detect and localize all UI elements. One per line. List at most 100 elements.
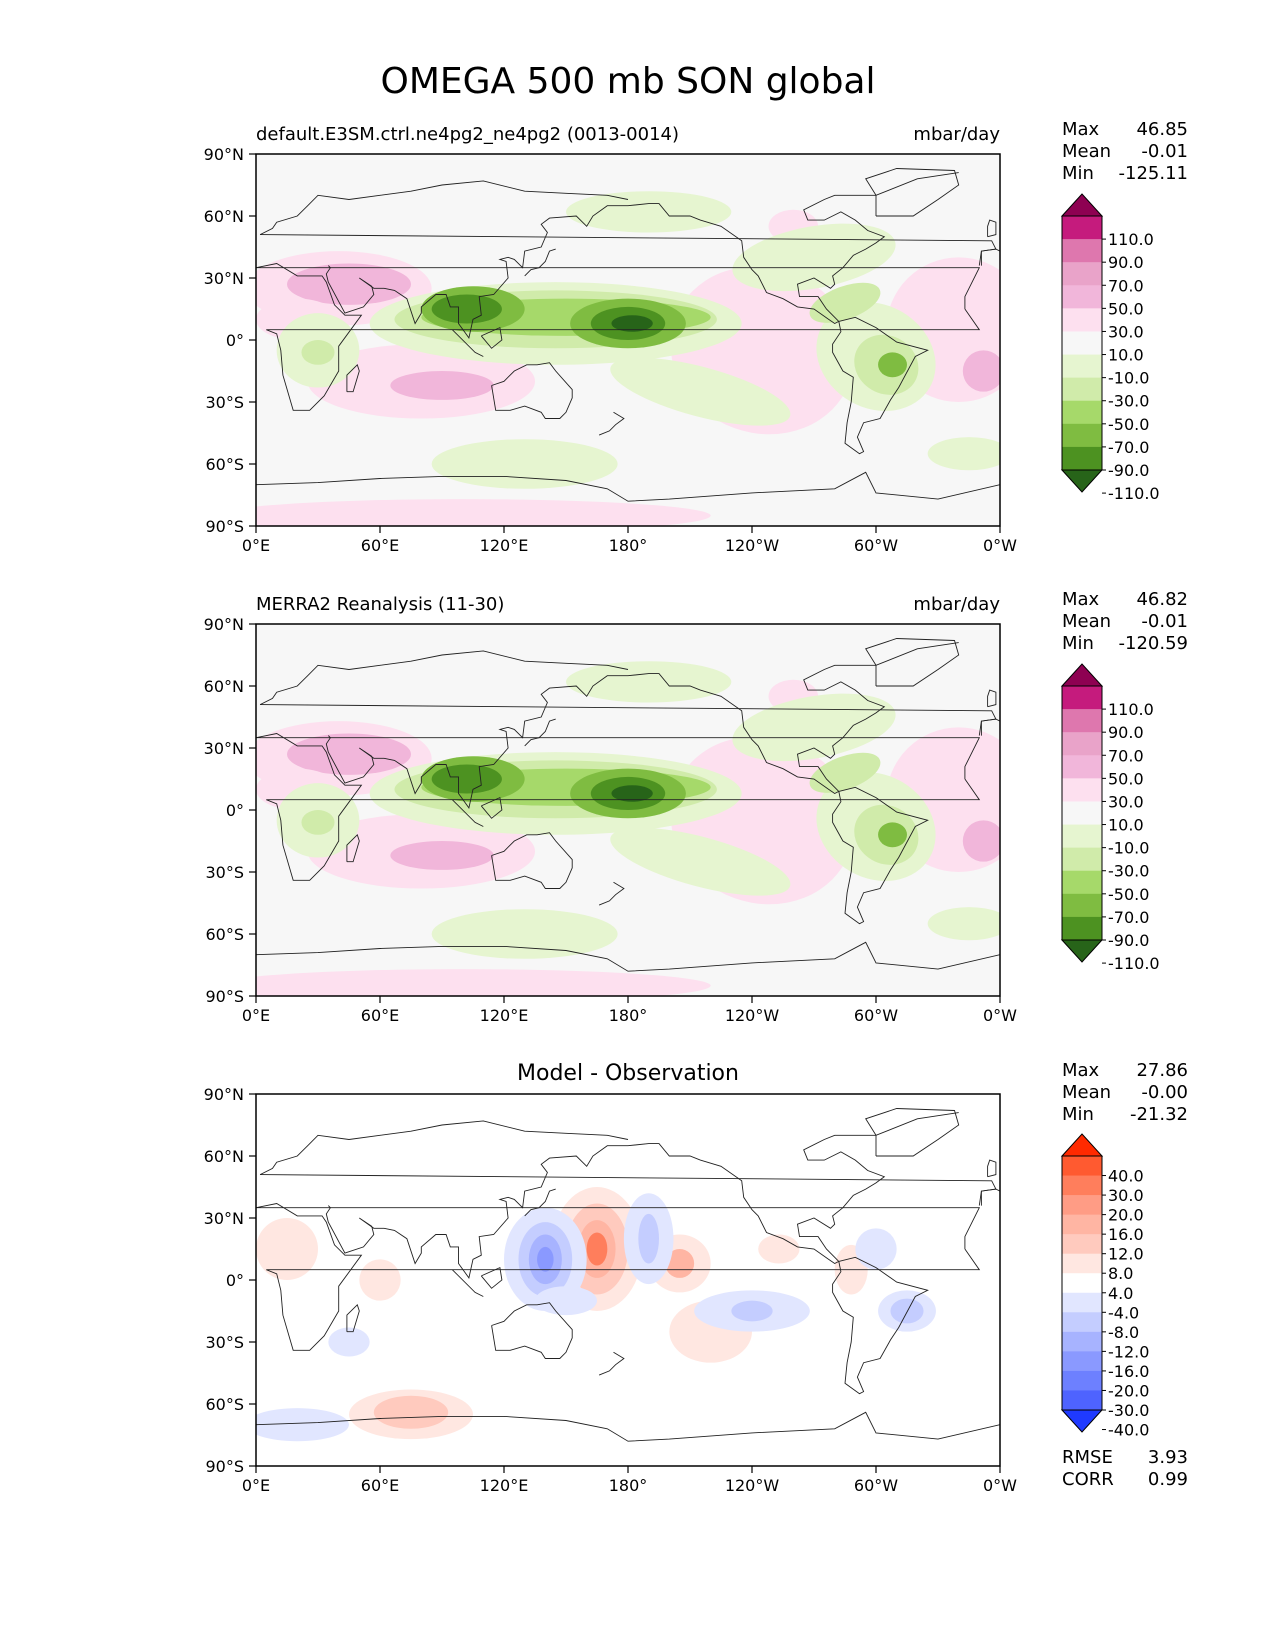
coastline bbox=[832, 786, 929, 925]
rmse-value: 3.93 bbox=[1148, 1447, 1188, 1468]
coastline bbox=[491, 832, 573, 889]
contour-region bbox=[809, 282, 881, 323]
colorbar-label: -12.0 bbox=[1108, 1342, 1149, 1361]
colorbar-label: 30.0 bbox=[1108, 322, 1144, 341]
stat-min-value: -21.32 bbox=[1130, 1104, 1188, 1125]
colorbar-label: 8.0 bbox=[1108, 1264, 1133, 1283]
colorbar-label: 12.0 bbox=[1108, 1245, 1144, 1264]
x-axis: 0°E 60°E 120°E 180° 120°W 60°W 0°W bbox=[242, 996, 1017, 1025]
x-tick-label: 0°E bbox=[242, 1006, 270, 1025]
coastline bbox=[980, 248, 1000, 266]
colorbar-label: -16.0 bbox=[1108, 1362, 1149, 1381]
x-tick-label: 0°W bbox=[983, 536, 1017, 555]
stat-max-label: Max bbox=[1062, 119, 1100, 140]
x-tick-label: 60°W bbox=[854, 536, 898, 555]
contour-region bbox=[611, 315, 653, 332]
colorbar-swatch bbox=[1062, 1234, 1102, 1255]
y-tick-label: 60°S bbox=[205, 925, 244, 944]
panel-difference: Model - Observation 0°E 60°E 120°E 180° 120°… bbox=[204, 1060, 1188, 1495]
colorbar-swatch bbox=[1062, 847, 1102, 872]
map-plot bbox=[255, 623, 1001, 997]
coastline bbox=[987, 219, 997, 238]
corr-value: 0.99 bbox=[1148, 1469, 1188, 1490]
coastline bbox=[480, 796, 503, 819]
stats-box: Max 46.82 Mean -0.01 Min -120.59 bbox=[1062, 589, 1188, 654]
colorbar-swatch bbox=[1062, 686, 1102, 710]
colorbar-swatch bbox=[1062, 1331, 1102, 1352]
stat-mean-label: Mean bbox=[1062, 611, 1111, 632]
colorbar-swatch bbox=[1062, 423, 1102, 448]
colorbar-swatch bbox=[1062, 354, 1102, 379]
coastline bbox=[796, 642, 959, 792]
coastline bbox=[346, 363, 360, 393]
coastline bbox=[832, 1256, 929, 1395]
contour-region bbox=[431, 294, 502, 324]
colorbar-frame bbox=[1061, 1155, 1103, 1411]
contour-region bbox=[890, 1298, 924, 1324]
y-tick-label: 90°N bbox=[204, 145, 244, 164]
colorbar-swatch bbox=[1062, 216, 1102, 240]
coastline bbox=[796, 1112, 959, 1262]
stat-mean-value: -0.01 bbox=[1141, 141, 1188, 162]
y-tick-label: 30°N bbox=[204, 1209, 244, 1228]
contour-region bbox=[962, 820, 1000, 862]
y-tick-label: 30°N bbox=[204, 269, 244, 288]
figure-title: OMEGA 500 mb SON global bbox=[381, 61, 876, 102]
stat-mean-label: Mean bbox=[1062, 1082, 1111, 1103]
coastline bbox=[865, 168, 960, 217]
x-tick-label: 0°E bbox=[242, 536, 270, 555]
x-tick-label: 120°E bbox=[480, 536, 529, 555]
colorbar-swatch bbox=[1062, 709, 1102, 733]
colorbar-label: -110.0 bbox=[1108, 484, 1160, 503]
colorbar-label: -30.0 bbox=[1108, 1401, 1149, 1420]
colorbar-label: -30.0 bbox=[1108, 392, 1149, 411]
contour-region bbox=[878, 822, 907, 848]
colorbar-swatch bbox=[1062, 916, 1102, 941]
colorbar-label: -10.0 bbox=[1108, 839, 1149, 858]
contour-region bbox=[359, 1259, 401, 1301]
contour-fill bbox=[256, 661, 1000, 996]
colorbar-label: -8.0 bbox=[1108, 1323, 1139, 1342]
colorbar: 40.030.020.016.012.08.04.0-4.0-8.0-12.0-… bbox=[1060, 1133, 1149, 1440]
coastline bbox=[832, 316, 929, 455]
colorbar-label: 10.0 bbox=[1108, 816, 1144, 835]
colorbar-swatch bbox=[1062, 778, 1102, 802]
y-tick-label: 0° bbox=[226, 331, 244, 350]
contour-region bbox=[287, 733, 411, 775]
coastlines bbox=[256, 1108, 1000, 1442]
x-tick-label: 120°E bbox=[480, 1476, 529, 1495]
contour-region bbox=[431, 909, 618, 959]
coastline bbox=[598, 881, 625, 906]
coastline bbox=[524, 1188, 556, 1217]
coastline bbox=[480, 326, 503, 349]
colorbar-label: 30.0 bbox=[1108, 792, 1144, 811]
contour-region bbox=[431, 439, 618, 489]
colorbar-label: -40.0 bbox=[1108, 1421, 1149, 1440]
panel-units: mbar/day bbox=[913, 594, 1000, 615]
x-axis: 0°E 60°E 120°E 180° 120°W 60°W 0°W bbox=[242, 1466, 1017, 1495]
colorbar-swatch bbox=[1062, 1351, 1102, 1372]
coastline bbox=[451, 329, 484, 357]
stat-min-label: Min bbox=[1062, 1104, 1094, 1125]
coastline bbox=[256, 263, 981, 411]
coastline bbox=[451, 1269, 484, 1297]
colorbar-label: -70.0 bbox=[1108, 438, 1149, 457]
contour-region bbox=[256, 1218, 318, 1280]
y-tick-label: 90°S bbox=[205, 1457, 244, 1476]
y-tick-label: 30°S bbox=[205, 863, 244, 882]
contour-region bbox=[537, 1246, 554, 1272]
colorbar-label: 90.0 bbox=[1108, 723, 1144, 742]
coastline bbox=[627, 1143, 840, 1265]
x-tick-label: 60°W bbox=[854, 1006, 898, 1025]
contour-region bbox=[328, 1327, 370, 1357]
y-tick-label: 60°N bbox=[204, 677, 244, 696]
x-tick-label: 120°E bbox=[480, 1006, 529, 1025]
y-tick-label: 90°N bbox=[204, 1085, 244, 1104]
contour-region bbox=[535, 1286, 597, 1316]
x-tick-label: 180° bbox=[609, 1476, 648, 1495]
contour-region bbox=[373, 1395, 449, 1429]
colorbar-swatch bbox=[1062, 446, 1102, 471]
coastline bbox=[491, 362, 573, 419]
panel-observation: MERRA2 Reanalysis (11-30) mbar/day 0°E 60… bbox=[204, 589, 1188, 1025]
